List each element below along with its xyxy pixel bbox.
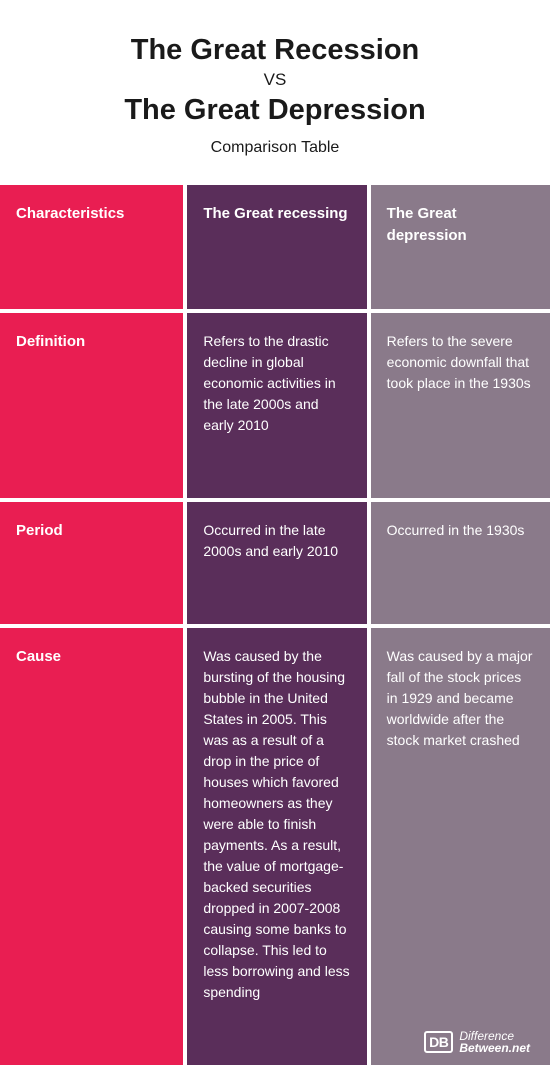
footer-logo: DB	[424, 1031, 453, 1053]
row-label: Cause	[0, 628, 183, 1069]
comparison-table: CharacteristicsThe Great recessingThe Gr…	[0, 185, 550, 1069]
title-line-1: The Great Recession	[20, 32, 530, 68]
row-value-depression: Refers to the severe economic downfall t…	[367, 313, 550, 502]
row-value-recession: Was caused by the bursting of the housin…	[183, 628, 366, 1069]
row-value-depression: Occurred in the 1930s	[367, 502, 550, 628]
row-label: Period	[0, 502, 183, 628]
subtitle: Comparison Table	[20, 139, 530, 157]
footer-text: Difference Between.net	[459, 1030, 530, 1055]
row-value-recession: Occurred in the late 2000s and early 201…	[183, 502, 366, 628]
row-label: Definition	[0, 313, 183, 502]
title-line-2: The Great Depression	[20, 92, 530, 128]
column-header: The Great depression	[367, 185, 550, 314]
title-vs: VS	[20, 70, 530, 90]
row-value-depression: Was caused by a major fall of the stock …	[367, 628, 550, 1069]
row-value-recession: Refers to the drastic decline in global …	[183, 313, 366, 502]
column-header: The Great recessing	[183, 185, 366, 314]
column-header: Characteristics	[0, 185, 183, 314]
footer-branding: DB Difference Between.net	[424, 1030, 530, 1055]
comparison-table-container: The Great Recession VS The Great Depress…	[0, 0, 550, 1069]
header: The Great Recession VS The Great Depress…	[0, 0, 550, 185]
